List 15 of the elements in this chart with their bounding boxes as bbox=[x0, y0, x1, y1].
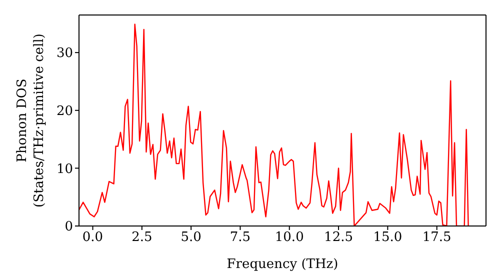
y-axis-title: Phonon DOS (States/THz·primitive cell) bbox=[15, 33, 47, 208]
x-axis-title: Frequency (THz) bbox=[226, 257, 338, 272]
y-tick-label: 10 bbox=[56, 162, 73, 177]
x-tick-label: 5.0 bbox=[180, 230, 202, 246]
line-series bbox=[79, 24, 469, 226]
y-tick-label: 0 bbox=[64, 220, 73, 235]
y-tick-label: 30 bbox=[56, 46, 73, 62]
x-tick-label: 10.0 bbox=[274, 230, 304, 246]
y-tick-label: 20 bbox=[56, 104, 73, 119]
x-tick-label: 15.0 bbox=[373, 230, 402, 246]
x-tick-label: 2.5 bbox=[132, 230, 152, 246]
x-tick-label: 12.5 bbox=[324, 230, 354, 246]
x-tick-label: 7.5 bbox=[230, 230, 251, 246]
x-tick-label: 0.0 bbox=[82, 230, 104, 246]
x-tick-label: 17.5 bbox=[422, 230, 452, 246]
